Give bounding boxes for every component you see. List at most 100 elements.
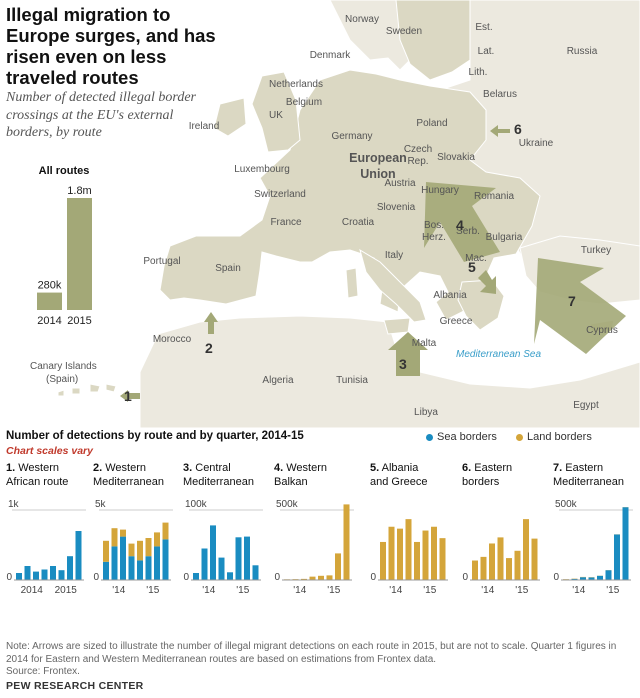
route-name-line1: Eastern xyxy=(562,462,604,474)
route-chart-3: 100k 0 '14 '15 xyxy=(183,500,263,596)
legend-sea-label: Sea borders xyxy=(437,431,497,443)
bar-land xyxy=(497,537,504,580)
country-label: Bulgaria xyxy=(486,232,523,243)
country-label: Serb. xyxy=(456,226,480,237)
y-max-label: 100k xyxy=(185,500,208,510)
route-name-line1: Western xyxy=(102,462,146,474)
source-text: Source: Frontex. xyxy=(6,666,80,677)
canary-label-line2: (Spain) xyxy=(46,374,78,385)
country-label: Cyprus xyxy=(586,325,618,336)
route-title-5: 5. Albania and Greece xyxy=(370,462,460,489)
x-label: '14 xyxy=(293,585,306,596)
route-number: 4. xyxy=(274,462,284,474)
country-label: Norway xyxy=(345,14,379,25)
country-label: Lat. xyxy=(478,46,495,57)
country-label: Lith. xyxy=(469,67,488,78)
route-name-line2: and Greece xyxy=(370,475,428,488)
route-name-line2: African route xyxy=(6,475,69,488)
bar-sea xyxy=(571,578,578,580)
route-number-6: 6 xyxy=(514,121,522,137)
y-zero-label: 0 xyxy=(274,572,280,583)
country-label: Austria xyxy=(384,178,416,189)
canary-label-line1: Canary Islands xyxy=(30,361,97,372)
route-name-line2: Mediterranean xyxy=(183,475,254,488)
bar-sea xyxy=(154,546,160,580)
country-label: Sweden xyxy=(386,26,422,37)
route-title-3: 3. Central Mediterranean xyxy=(183,462,273,489)
y-zero-label: 0 xyxy=(370,572,376,583)
scales-note: Chart scales vary xyxy=(6,445,93,457)
bar-value-label: 280k xyxy=(38,280,62,292)
bar-value-label: 1.8m xyxy=(67,185,91,197)
x-label: '15 xyxy=(515,585,528,596)
country-label: Slovakia xyxy=(437,152,475,163)
bar-2015 xyxy=(67,198,92,310)
country-label: Algeria xyxy=(262,375,294,386)
country-label: Egypt xyxy=(573,400,599,411)
y-max-label: 1k xyxy=(8,500,20,510)
route-name-line2: Mediterranean xyxy=(553,475,624,488)
route-arrow-3 xyxy=(388,332,428,376)
bar-sea xyxy=(227,572,233,580)
route-chart-6: 0 '14 '15 xyxy=(462,519,540,596)
all-routes-title: All routes xyxy=(39,165,90,177)
bar-land xyxy=(137,540,143,561)
country-label: Poland xyxy=(416,118,447,129)
country-label: Denmark xyxy=(310,50,352,61)
bar-sea xyxy=(193,573,199,580)
eu-label-line2: Union xyxy=(360,167,395,181)
bar-sea xyxy=(235,537,242,580)
bar-land xyxy=(343,504,350,580)
route-chart-1: 1k 0 2014 2015 xyxy=(6,500,86,596)
country-label: Ukraine xyxy=(519,138,554,149)
route-title-2: 2. Western Mediterranean xyxy=(93,462,183,489)
country-label: Italy xyxy=(385,250,403,261)
country-label: Malta xyxy=(412,338,437,349)
bar-land xyxy=(154,532,160,547)
route-numbers: 1 2 3 4 5 6 7 xyxy=(124,121,576,404)
route-arrow-7 xyxy=(534,258,626,354)
bar-sea xyxy=(67,556,73,580)
country-label: Belgium xyxy=(286,97,322,108)
route-arrow-4 xyxy=(424,182,500,262)
bar-land xyxy=(380,541,386,580)
country-label: Portugal xyxy=(143,256,180,267)
bar-land xyxy=(422,530,429,580)
route-number-5: 5 xyxy=(468,259,476,275)
route-number: 5. xyxy=(370,462,380,474)
bar-sea xyxy=(244,536,250,580)
bar-land xyxy=(120,529,126,537)
x-label: '14 xyxy=(112,585,125,596)
bar-sea xyxy=(605,570,612,580)
note-text: Note: Arrows are sized to illustrate the… xyxy=(6,641,617,665)
bar-land xyxy=(388,526,395,580)
route-arrow-6 xyxy=(490,125,510,137)
bar-sea xyxy=(162,539,169,580)
chart-title: Illegal migration to Europe surges, and … xyxy=(6,4,216,88)
route-number: 6. xyxy=(462,462,472,474)
country-labels: Norway Sweden Denmark Est. Lat. Lith. Russia Ne… xyxy=(143,14,617,418)
sea-label: Mediterranean Sea xyxy=(456,349,541,360)
country-label: Czech xyxy=(404,144,432,155)
land-sicily xyxy=(383,317,411,335)
country-label: Morocco xyxy=(153,334,192,345)
y-zero-label: 0 xyxy=(6,572,12,583)
route-name-line1: Central xyxy=(192,462,231,474)
route-chart-5: 0 '14 '15 xyxy=(370,519,448,596)
legend-land: Land borders xyxy=(516,431,592,443)
country-label: Romania xyxy=(474,191,514,202)
country-label: Belarus xyxy=(483,89,517,100)
y-max-label: 5k xyxy=(95,500,107,510)
country-label: Bos. xyxy=(424,220,444,231)
route-arrows xyxy=(120,125,626,402)
chart-subtitle: Number of detected illegal border crossi… xyxy=(6,90,196,140)
route-number: 1. xyxy=(6,462,16,474)
country-label: Hungary xyxy=(421,185,459,196)
country-label: Tunisia xyxy=(336,375,368,386)
bar-sea xyxy=(137,560,143,580)
x-label: '14 xyxy=(202,585,215,596)
country-label: Herz. xyxy=(422,232,446,243)
x-label: '15 xyxy=(146,585,159,596)
bar-sea xyxy=(111,546,118,580)
bar-sea xyxy=(580,577,586,580)
